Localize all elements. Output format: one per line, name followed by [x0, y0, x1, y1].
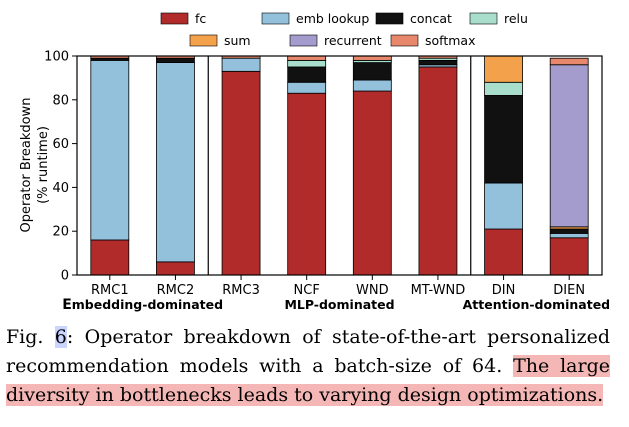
- y-tick-label: 40: [52, 181, 69, 196]
- bar-segment: [287, 59, 327, 68]
- legend-swatch: [390, 34, 419, 47]
- chart-legend: fc emb lookup concat relu sum recurrent softma…: [160, 11, 528, 48]
- y-tick-label: 80: [52, 93, 69, 108]
- y-tick-label: 60: [52, 137, 69, 152]
- bar-segment: [484, 81, 523, 96]
- y-axis-label-unit: (% runtime): [36, 126, 51, 204]
- y-tick-label: 20: [52, 225, 69, 240]
- bar-segment: [156, 57, 195, 63]
- legend-swatch: [160, 12, 189, 25]
- bar-segment: [484, 55, 523, 83]
- bar-segment: [549, 57, 589, 66]
- bar-segment: [549, 228, 589, 234]
- legend-label: fc: [195, 11, 206, 26]
- bar-segment: [90, 59, 130, 241]
- bar-segment: [287, 55, 327, 61]
- bar-segment: [484, 228, 523, 276]
- x-tick-label: DIEN: [553, 283, 585, 298]
- legend-swatch: [189, 34, 218, 47]
- caption-body: : Operator breakdown of state-of-the-art…: [6, 326, 610, 377]
- legend-swatch: [375, 12, 404, 25]
- group-label: MLP-dominated: [284, 297, 394, 312]
- bar-segment: [549, 64, 589, 228]
- x-tick-label: RMC1: [91, 283, 129, 298]
- x-tick-label: WND: [356, 283, 389, 298]
- bar-segment: [549, 232, 589, 239]
- legend-label: emb lookup: [296, 11, 369, 26]
- caption-fig-label: Fig.: [6, 326, 55, 348]
- group-label: Attention-dominated: [463, 297, 611, 312]
- y-axis-label: Operator Breakdown: [19, 98, 34, 233]
- bar-segment: [287, 81, 327, 94]
- plot-frame: [76, 55, 603, 276]
- bar-segment: [352, 90, 392, 276]
- bar-segment: [90, 239, 130, 276]
- bar-segment: [352, 55, 392, 61]
- plot-area: 0 20 40 60 80 100 RMC1 RMC2 RMC3 NCF WND MT-WND DIN D…: [44, 50, 610, 314]
- bar-segment: [418, 59, 458, 66]
- figure-caption: Fig. 6: Operator breakdown of state-of-t…: [6, 323, 610, 410]
- bar-segment: [156, 261, 195, 276]
- bar-segment: [287, 92, 327, 276]
- bar-segment: [352, 62, 392, 81]
- legend-swatch: [469, 12, 498, 25]
- bar-segment: [156, 62, 195, 263]
- x-tick-label: DIN: [492, 283, 516, 298]
- legend-label: relu: [504, 11, 528, 26]
- bar-segment: [418, 66, 458, 276]
- bar-segment: [221, 70, 261, 276]
- legend-label: recurrent: [324, 33, 382, 48]
- bar-segment: [352, 79, 392, 92]
- legend-label: concat: [410, 11, 452, 26]
- bar-segment: [484, 95, 523, 184]
- figure-number-link[interactable]: 6: [54, 326, 67, 348]
- operator-breakdown-chart: fc emb lookup concat relu sum recurrent softma…: [19, 11, 610, 314]
- group-label: Embedding-dominated: [62, 297, 223, 313]
- x-tick-label: RMC3: [222, 283, 260, 298]
- legend-swatch: [289, 34, 318, 47]
- legend-label: softmax: [425, 33, 475, 48]
- y-tick-label: 0: [61, 269, 69, 284]
- bar-segment: [549, 237, 589, 276]
- x-tick-label: NCF: [294, 283, 320, 298]
- x-tick-label: MT-WND: [411, 283, 466, 298]
- x-tick-label: RMC2: [157, 283, 195, 298]
- legend-label: sum: [224, 33, 251, 48]
- bar-segment: [484, 182, 523, 230]
- legend-swatch: [261, 12, 290, 25]
- y-tick-label: 100: [44, 50, 69, 65]
- bar-segment: [287, 66, 327, 83]
- bar-segment: [221, 57, 261, 72]
